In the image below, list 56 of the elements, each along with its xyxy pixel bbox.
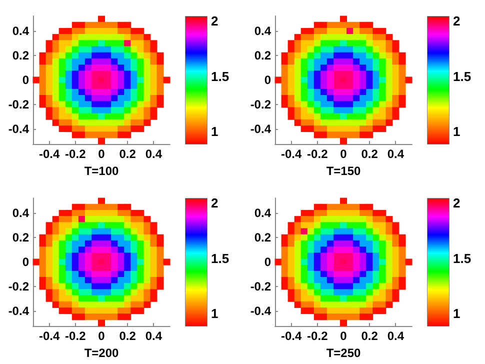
x-tick-label: 0.4 <box>387 147 404 161</box>
x-tick-label: -0.2 <box>65 147 86 161</box>
y-tick-label: 0.2 <box>12 230 30 245</box>
x-tick-label: -0.4 <box>280 147 302 161</box>
y-tick-label: 0.4 <box>254 206 272 220</box>
y-tick-label: -0.2 <box>8 97 30 112</box>
x-tick-label: -0.4 <box>280 329 302 343</box>
y-tick-label: -0.2 <box>250 97 272 112</box>
x-tick-label: 0.2 <box>361 329 378 343</box>
y-tick-label: 0.4 <box>254 24 272 38</box>
y-tick-label: -0.4 <box>250 304 272 318</box>
color-bar-label: 1.5 <box>453 68 472 84</box>
color-bar-label: 1 <box>453 306 460 321</box>
x-tick-label: 0.4 <box>145 329 162 343</box>
x-tick-label: -0.2 <box>307 147 328 161</box>
x-tick-label: 0.2 <box>119 147 136 161</box>
x-axis-title: T=150 <box>326 164 362 178</box>
y-tick-label: -0.2 <box>8 279 30 294</box>
color-bar-label: 1.5 <box>211 250 230 266</box>
x-tick-label: -0.2 <box>307 329 328 343</box>
color-bar-label: 1.5 <box>453 250 472 266</box>
x-tick-label: -0.4 <box>38 329 60 343</box>
x-tick-label: 0.2 <box>361 147 378 161</box>
color-bar-label: 1.5 <box>211 68 230 84</box>
y-tick-label: 0.2 <box>254 48 272 63</box>
y-tick-label: 0 <box>264 73 272 87</box>
y-tick-label: 0.2 <box>12 48 30 63</box>
x-tick-label: -0.4 <box>38 147 60 161</box>
x-tick-label: 0.4 <box>145 147 162 161</box>
x-tick-label: -0.2 <box>65 329 86 343</box>
y-tick-label: -0.2 <box>250 279 272 294</box>
x-tick-label: 0 <box>340 147 348 161</box>
x-axis-title: T=100 <box>84 164 120 178</box>
x-tick-label: 0 <box>340 329 348 343</box>
color-bar-label: 2 <box>453 14 460 29</box>
x-tick-label: 0 <box>98 329 106 343</box>
color-bar-label: 1 <box>453 124 460 139</box>
color-bar-label: 2 <box>211 14 218 29</box>
y-tick-label: 0 <box>264 255 272 269</box>
x-tick-label: 0 <box>98 147 106 161</box>
y-tick-label: -0.4 <box>250 122 272 136</box>
x-tick-label: 0.2 <box>119 329 136 343</box>
y-tick-label: 0.4 <box>12 206 30 220</box>
y-tick-label: 0 <box>22 255 30 269</box>
y-tick-label: 0.2 <box>254 230 272 245</box>
color-bar-label: 1 <box>211 306 218 321</box>
color-bar-label: 2 <box>453 196 460 211</box>
color-bar-label: 1 <box>211 124 218 139</box>
x-tick-label: 0.4 <box>387 329 404 343</box>
y-tick-label: -0.4 <box>8 122 30 136</box>
y-tick-label: 0 <box>22 73 30 87</box>
x-axis-title: T=250 <box>326 346 362 360</box>
color-bar-label: 2 <box>211 196 218 211</box>
x-axis-title: T=200 <box>84 346 120 360</box>
y-tick-label: -0.4 <box>8 304 30 318</box>
y-tick-label: 0.4 <box>12 24 30 38</box>
